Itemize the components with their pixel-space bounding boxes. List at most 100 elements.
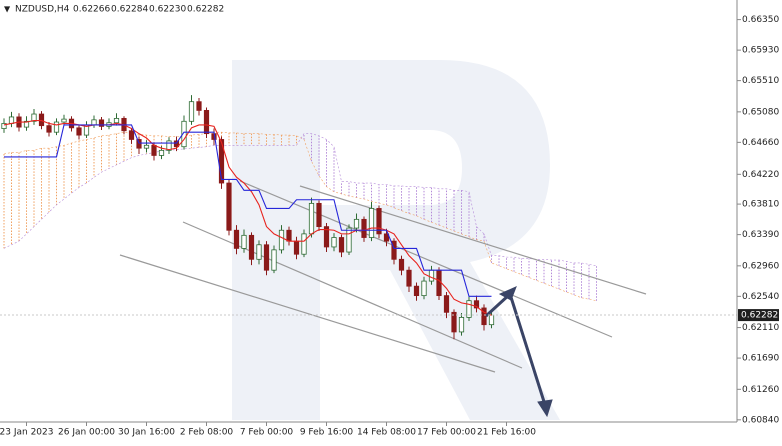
- price-tag: [738, 309, 779, 322]
- candle-body: [323, 226, 330, 248]
- y-tick-label: 0.61690: [742, 354, 779, 364]
- y-tick-label: 0.62540: [742, 292, 779, 302]
- candle-body: [263, 244, 270, 271]
- candle-body: [233, 229, 240, 249]
- candle-body: [76, 127, 82, 136]
- forecast-arrow: [484, 286, 553, 418]
- candle-body: [443, 295, 450, 313]
- candle-body: [331, 237, 337, 248]
- x-tick-label: 2 Feb 08:00: [180, 428, 234, 438]
- candle-body: [98, 119, 105, 127]
- candle-body: [31, 113, 37, 122]
- y-tick-label: 0.65080: [742, 107, 779, 117]
- menu-arrow[interactable]: ▼: [4, 5, 11, 14]
- arrow-head: [537, 399, 553, 418]
- x-tick-label: 30 Jan 16:00: [118, 428, 175, 438]
- candle-body: [413, 285, 420, 297]
- price-tag-label: 0.62282: [741, 311, 778, 321]
- candle-body: [361, 218, 367, 238]
- x-tick-label: 14 Feb 08:00: [357, 428, 416, 438]
- symbol: NZDUSD,H4: [15, 5, 70, 15]
- candle-body: [271, 249, 277, 271]
- quote-high: 0.62284: [111, 5, 148, 15]
- candle-body: [166, 140, 172, 151]
- trend-line: [182, 221, 523, 369]
- candle-body: [278, 229, 285, 251]
- quote-close: 0.62282: [187, 5, 224, 15]
- y-tick-label: 0.65930: [742, 46, 779, 56]
- y-tick-label: 0.64220: [742, 170, 779, 180]
- indicator-line: [4, 124, 492, 297]
- x-tick-label: 23 Jan 2023: [0, 428, 53, 438]
- candle-body: [226, 182, 232, 231]
- y-tick-label: 0.65510: [742, 76, 779, 86]
- candle-body: [406, 269, 412, 287]
- trend-line: [119, 254, 496, 373]
- x-tick-label: 7 Feb 00:00: [240, 428, 294, 438]
- indicator-line: [3, 120, 492, 316]
- candle-body: [151, 144, 157, 156]
- y-tick-label: 0.62960: [742, 261, 779, 271]
- candle-body: [473, 300, 480, 309]
- candle-body: [421, 280, 427, 297]
- trend-line: [299, 185, 647, 295]
- candle-body: [316, 202, 322, 228]
- candle-body: [173, 140, 180, 148]
- quote-open: 0.62266: [73, 5, 110, 15]
- candle-body: [38, 113, 45, 127]
- cloud-edge: [3, 133, 597, 267]
- candle-body: [136, 139, 142, 149]
- candle-body: [113, 117, 120, 124]
- candle-body: [143, 144, 150, 149]
- y-tick-label: 0.63390: [742, 230, 779, 240]
- candle-body: [391, 240, 397, 260]
- trend-lines: [119, 180, 647, 373]
- candle-body: [398, 258, 405, 271]
- candle-body: [61, 118, 67, 123]
- candle-body: [188, 101, 195, 122]
- candle-body: [338, 237, 345, 253]
- candle-body: [196, 101, 202, 111]
- candle-body: [293, 240, 300, 255]
- y-tick-label: 0.66350: [742, 15, 779, 25]
- candle-body: [286, 229, 292, 242]
- candle-body: [248, 234, 255, 260]
- candle-body: [203, 110, 210, 135]
- candle-body: [218, 139, 225, 184]
- candle-body: [436, 269, 442, 297]
- candle-body: [481, 307, 487, 326]
- x-tick-label: 9 Feb 16:00: [300, 428, 354, 438]
- candle-body: [23, 120, 30, 128]
- candle-body: [428, 269, 435, 282]
- candle-body: [383, 233, 390, 242]
- quote-low: 0.62230: [149, 5, 186, 15]
- y-tick-label: 0.60840: [742, 415, 779, 425]
- candle-body: [158, 149, 165, 156]
- plot: [1, 95, 495, 340]
- candle-body: [8, 116, 15, 124]
- y-tick-label: 0.62110: [742, 323, 779, 333]
- y-tick-label: 0.63810: [742, 200, 779, 210]
- candle-body: [128, 130, 135, 140]
- candle-body: [353, 218, 360, 229]
- watermark: [232, 60, 560, 420]
- y-tick-label: 0.61260: [742, 385, 779, 395]
- candle-body: [308, 202, 315, 235]
- candle-body: [91, 119, 97, 126]
- candle-body: [458, 317, 465, 333]
- candle-body: [488, 314, 495, 326]
- candle-body: [241, 234, 247, 249]
- trend-line: [239, 180, 613, 338]
- cloud-edge: [3, 131, 597, 301]
- candle-body: [301, 233, 307, 255]
- x-tick-label: 17 Feb 00:00: [417, 428, 476, 438]
- candle-body: [376, 208, 382, 235]
- candle-body: [451, 311, 457, 333]
- candle-body: [181, 120, 187, 148]
- arrow-head: [498, 286, 517, 301]
- candle-body: [53, 121, 60, 133]
- candle-body: [46, 125, 52, 133]
- candle-body: [346, 227, 352, 253]
